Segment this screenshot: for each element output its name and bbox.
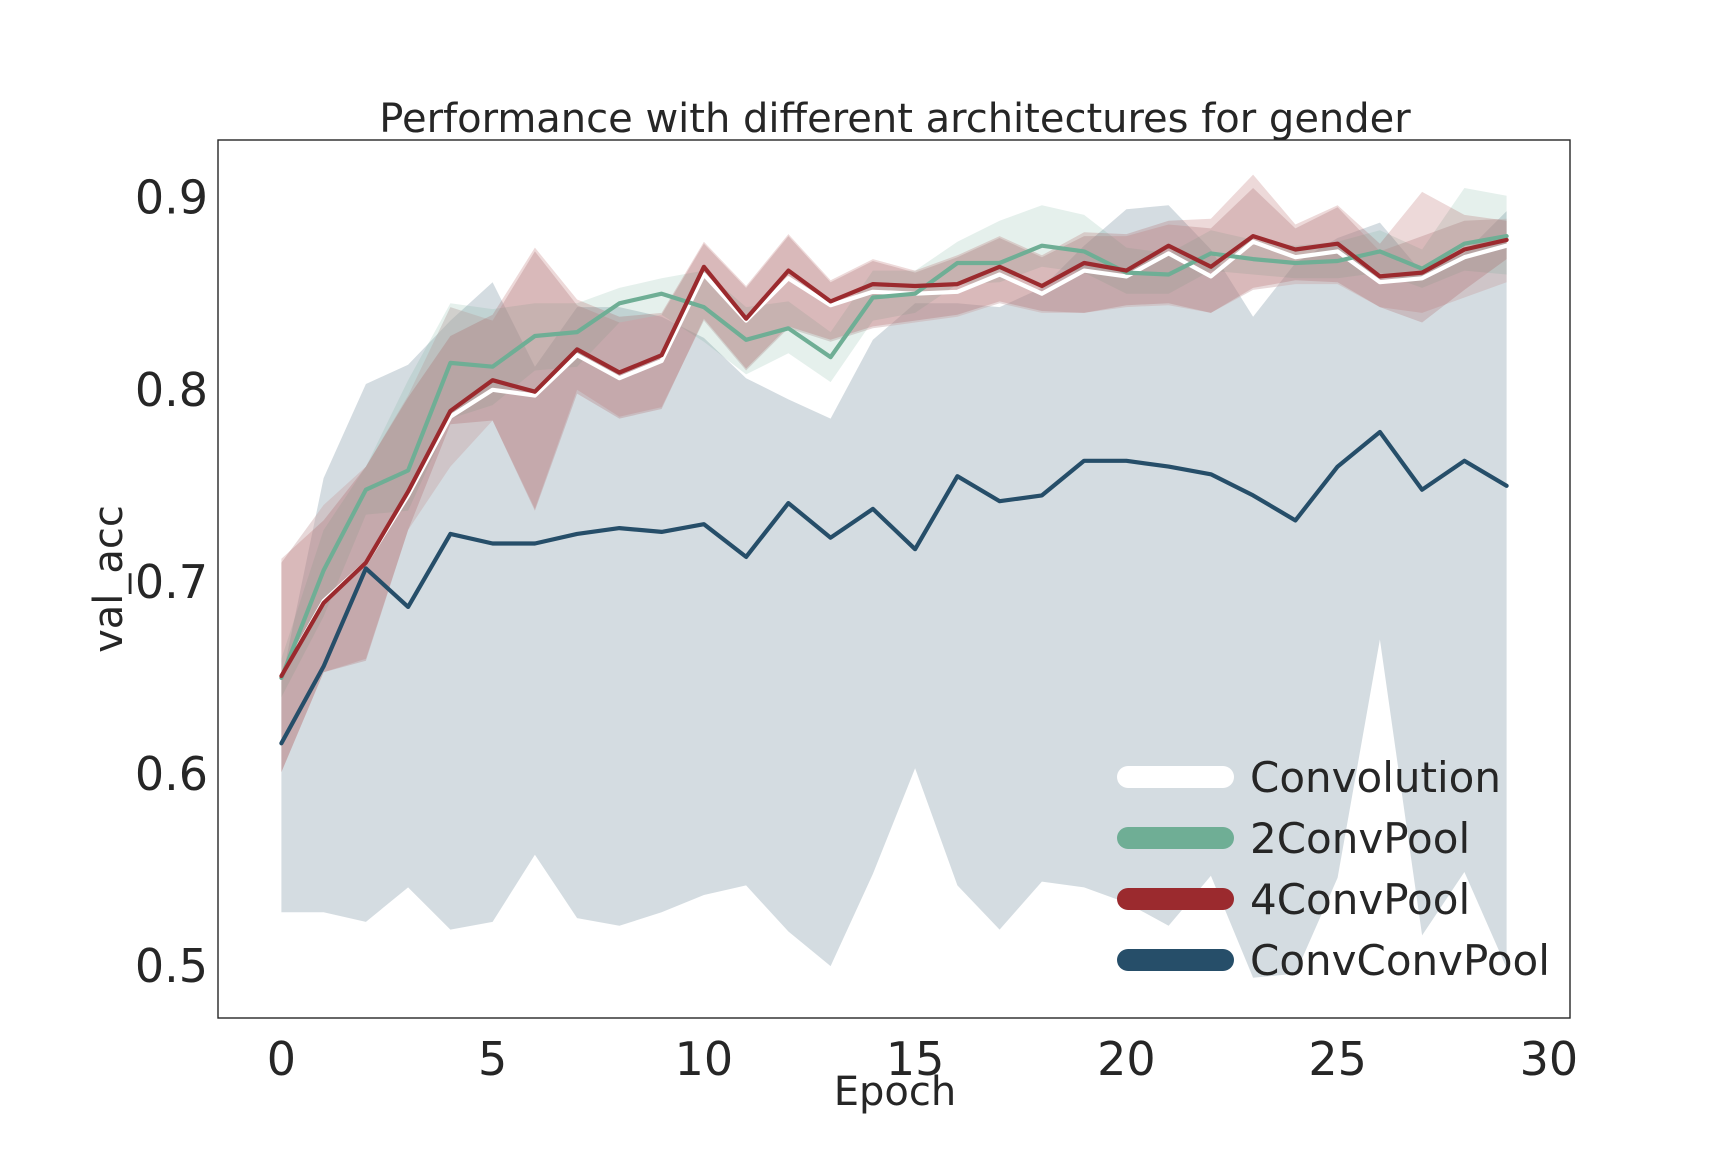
x-axis-label: Epoch: [834, 1069, 956, 1115]
line-4convpool: [279, 234, 1509, 679]
y-tick-label: 0.9: [135, 171, 208, 225]
legend-label: 2ConvPool: [1250, 814, 1470, 863]
x-tick-label: 25: [1308, 1032, 1367, 1086]
y-tick-label: 0.7: [135, 555, 208, 609]
x-tick-label: 30: [1520, 1032, 1579, 1086]
chart-title: Performance with different architectures…: [379, 96, 1411, 142]
x-tick-label: 5: [478, 1032, 507, 1086]
legend-item-convconvpool: ConvConvPool: [1117, 936, 1550, 985]
legend: Convolution 2ConvPool 4ConvPool ConvConvPoo…: [1117, 753, 1550, 985]
line-convolution: [279, 239, 1509, 679]
x-tick-label: 20: [1097, 1032, 1156, 1086]
x-tick-label: 0: [267, 1032, 296, 1086]
legend-label: Convolution: [1250, 753, 1501, 802]
y-tick-label: 0.8: [135, 363, 208, 417]
plot-frame: [217, 139, 1571, 1019]
x-tick-label: 15: [886, 1032, 945, 1086]
legend-item-4convpool: 4ConvPool: [1117, 875, 1470, 924]
series-lines: [279, 234, 1509, 746]
y-tick-label: 0.6: [135, 747, 208, 801]
legend-item-2convpool: 2ConvPool: [1117, 814, 1470, 863]
legend-item-convolution: Convolution: [1117, 753, 1501, 802]
line-convconvpool: [279, 429, 1509, 746]
band-2convpool: [281, 188, 1507, 698]
legend-label: 4ConvPool: [1250, 875, 1470, 924]
y-axis-label: val_acc: [86, 505, 132, 653]
legend-label: ConvConvPool: [1250, 936, 1550, 985]
line-2convpool: [279, 234, 1509, 681]
x-tick-label: 10: [675, 1032, 734, 1086]
y-tick-label: 0.5: [135, 939, 208, 993]
x-axis-ticks: 0 5 10 15 20 25 30: [267, 1032, 1578, 1086]
y-axis-ticks: 0.5 0.6 0.7 0.8 0.9: [135, 171, 208, 993]
band-convolution: [281, 188, 1507, 773]
